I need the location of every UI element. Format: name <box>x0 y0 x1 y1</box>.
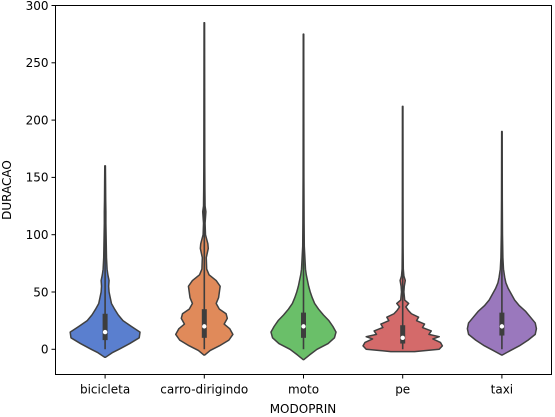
x-axis-label: MODOPRIN <box>270 402 337 416</box>
y-axis: 0 50 100 150 200 250 300 <box>26 0 56 357</box>
violin-median-moto <box>301 324 306 329</box>
y-axis-label: DURACAO <box>0 160 14 220</box>
violin-carro-dirigindo <box>174 21 234 356</box>
violin-pe <box>362 105 444 353</box>
violin-taxi <box>466 130 538 356</box>
violin-moto <box>270 33 337 361</box>
violin-median-carro-dirigindo <box>202 324 207 329</box>
x-tick-label-carro-dirigindo: carro-dirigindo <box>160 383 248 397</box>
y-tick-label-300: 300 <box>26 0 49 13</box>
y-tick-label-150: 150 <box>26 171 49 185</box>
y-tick-label-100: 100 <box>26 228 49 242</box>
violin-median-taxi <box>499 324 505 329</box>
y-tick-label-0: 0 <box>41 343 49 357</box>
violin-bicicleta <box>69 165 141 359</box>
x-axis: bicicleta carro-dirigindo moto pe taxi <box>80 374 514 397</box>
x-tick-label-pe: pe <box>395 383 410 397</box>
violins-layer <box>69 21 538 361</box>
violin-median-bicicleta <box>102 329 108 335</box>
y-tick-label-250: 250 <box>26 56 49 70</box>
x-tick-label-taxi: taxi <box>491 383 514 397</box>
x-tick-label-moto: moto <box>288 383 319 397</box>
violin-median-pe <box>400 335 405 341</box>
y-tick-label-50: 50 <box>33 285 48 299</box>
y-tick-label-200: 200 <box>26 113 49 127</box>
x-tick-label-bicicleta: bicicleta <box>80 383 130 397</box>
